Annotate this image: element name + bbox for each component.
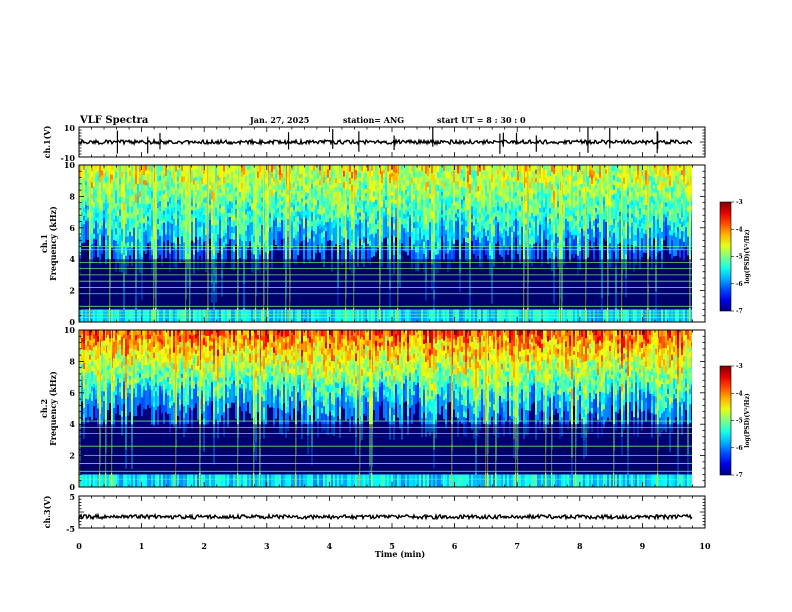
header-date: Jan. 27, 2025 <box>249 115 309 125</box>
ch1-waveform-ylabel: ch.1(V) <box>42 125 52 158</box>
time-axis-tick: 4 <box>327 541 333 551</box>
ch2-spectrogram-ylabel: Frequency (kHz) <box>48 371 58 446</box>
ch1-spectrogram-ytick: 8 <box>69 191 75 201</box>
ch2-spectrogram-colorbar-tick: -3 <box>736 363 743 370</box>
time-axis-tick: 5 <box>389 541 395 551</box>
time-axis-tick: 3 <box>264 541 270 551</box>
ch3-waveform-ytick-top: 5 <box>69 492 75 502</box>
time-axis-tick: 2 <box>201 541 207 551</box>
ch2-spectrogram-ytick: 6 <box>69 388 75 398</box>
header-station: station= ANG <box>343 115 404 125</box>
ch1-spectrogram-colorbar-label: log(PSD)(V²/Hz) <box>744 229 751 284</box>
ch3-waveform-trace <box>78 512 693 521</box>
ch1-spectrogram-colorbar-tick: -5 <box>736 254 743 261</box>
ch2-spectrogram-ytick: 4 <box>69 419 75 429</box>
ch2-spectrogram-channel-label: ch.2 <box>39 399 49 418</box>
header: VLF Spectra Jan. 27, 2025 station= ANG s… <box>79 115 526 126</box>
time-axis-label: Time (min) <box>375 549 425 559</box>
time-axis-tick: 0 <box>76 541 82 551</box>
ch1-spectrogram-ytick: 10 <box>64 160 76 170</box>
ch2-spectrogram-ytick: 0 <box>69 482 75 492</box>
ch1-spectrogram-channel-label: ch.1 <box>39 234 49 253</box>
ch3-waveform-ytick-bottom: -5 <box>66 524 75 534</box>
ch1-spectrogram-colorbar-tick: -6 <box>736 281 743 288</box>
time-axis-tick: 9 <box>640 541 646 551</box>
header-start-time: start UT = 8 : 30 : 0 <box>437 115 526 125</box>
ch1-waveform-trace <box>78 137 693 147</box>
ch2-spectrogram-colorbar-label: log(PSD)(V²/Hz) <box>744 393 751 448</box>
ch3-waveform-ylabel: ch.3(V) <box>42 495 52 528</box>
ch1-spectrogram-colorbar-tick: -7 <box>736 308 743 315</box>
ch2-spectrogram-ytick: 2 <box>69 451 75 461</box>
ch2-spectrogram-colorbar <box>719 365 732 476</box>
ch2-spectrogram-colorbar-tick: -4 <box>736 390 743 397</box>
ch1-spectrogram-ytick: 2 <box>69 286 75 296</box>
ch2-spectrogram <box>79 330 705 487</box>
ch2-spectrogram-ytick: 8 <box>69 356 75 366</box>
ch1-spectrogram-ytick: 4 <box>69 254 75 264</box>
ch1-spectrogram-ytick: 0 <box>69 317 75 327</box>
time-axis-tick: 10 <box>699 541 711 551</box>
time-axis-tick: 1 <box>139 541 145 551</box>
ch2-spectrogram-colorbar-tick: -7 <box>736 472 743 479</box>
figure-title: VLF Spectra <box>79 115 149 126</box>
ch1-waveform-ytick-top: 10 <box>64 123 76 133</box>
ch2-spectrogram-colorbar-tick: -6 <box>736 445 743 452</box>
time-axis-tick: 6 <box>452 541 458 551</box>
ch1-spectrogram-colorbar <box>719 201 732 312</box>
time-axis: Time (min) 0 1 2 3 4 5 6 7 8 9 10 <box>76 541 711 559</box>
ch1-spectrogram-colorbar-tick: -3 <box>736 199 743 206</box>
ch2-spectrogram-colorbar-tick: -5 <box>736 418 743 425</box>
ch1-spectrogram <box>79 165 705 322</box>
time-axis-tick: 7 <box>514 541 520 551</box>
ch1-spectrogram-ytick: 6 <box>69 223 75 233</box>
ch1-spectrogram-ylabel: Frequency (kHz) <box>48 206 58 281</box>
time-axis-tick: 8 <box>577 541 583 551</box>
ch1-spectrogram-colorbar-tick: -4 <box>736 226 743 233</box>
ch2-spectrogram-ytick: 10 <box>64 325 76 335</box>
ch1-waveform-ytick-bottom: -10 <box>61 153 76 163</box>
